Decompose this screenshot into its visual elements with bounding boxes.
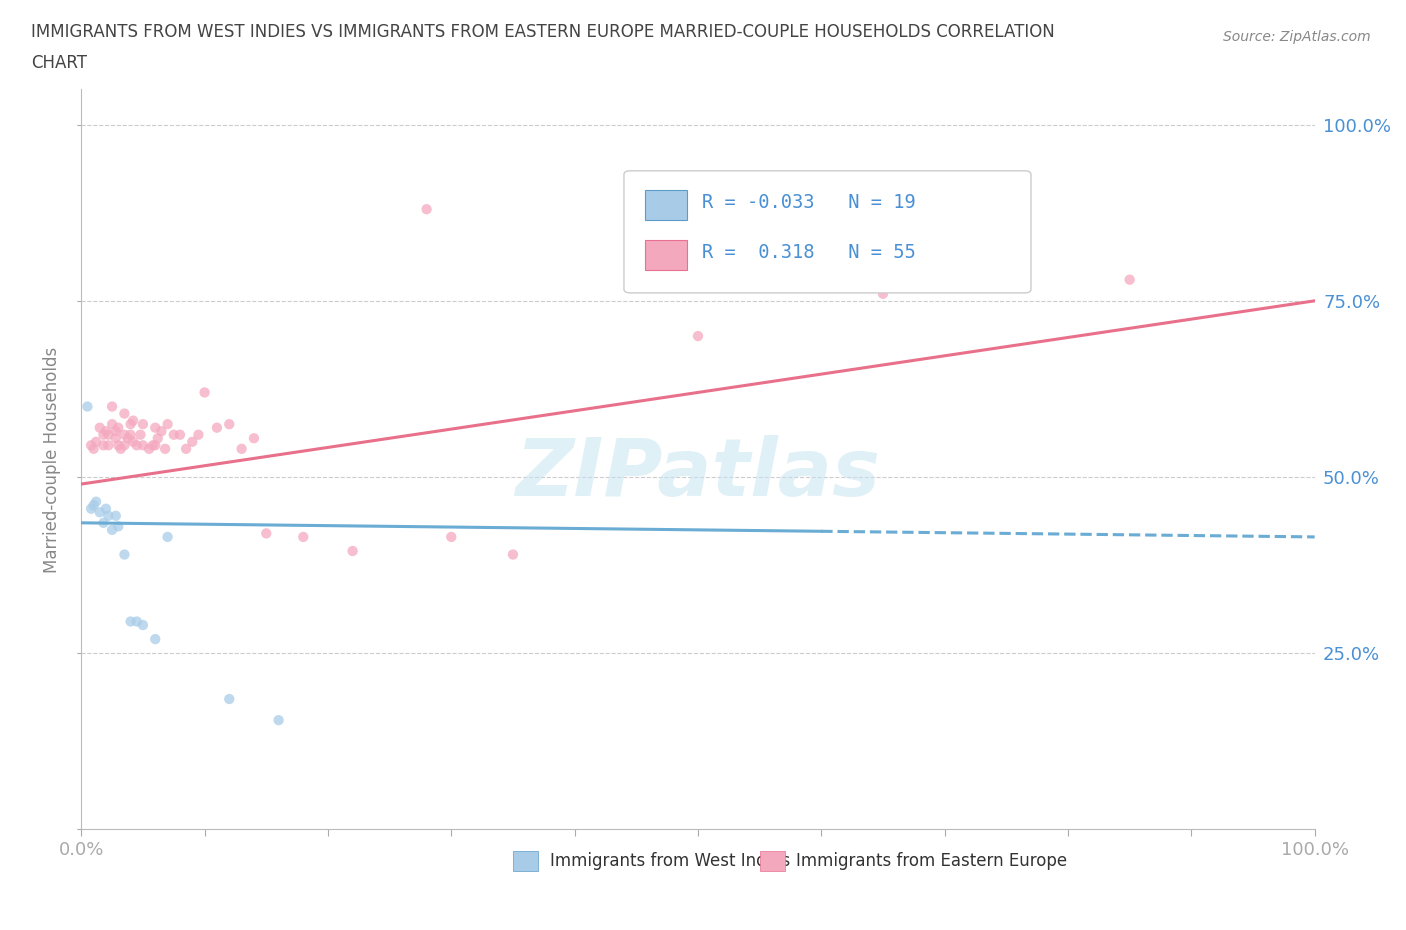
Point bbox=[80, 438, 103, 453]
Point bbox=[83, 442, 105, 457]
Point bbox=[142, 438, 165, 453]
Point bbox=[231, 442, 253, 457]
Point bbox=[107, 438, 129, 453]
Point bbox=[129, 427, 152, 442]
Point bbox=[132, 438, 155, 453]
Text: ZIPatlas: ZIPatlas bbox=[516, 435, 880, 513]
Point bbox=[143, 438, 166, 453]
Text: Immigrants from West Indies: Immigrants from West Indies bbox=[550, 852, 790, 870]
Point bbox=[97, 427, 120, 442]
Point bbox=[80, 501, 103, 516]
Point bbox=[181, 434, 204, 449]
Point bbox=[112, 406, 135, 421]
Point bbox=[112, 427, 135, 442]
Point bbox=[101, 417, 124, 432]
Text: Immigrants from Eastern Europe: Immigrants from Eastern Europe bbox=[796, 852, 1067, 870]
Point bbox=[94, 424, 117, 439]
Point bbox=[205, 420, 228, 435]
Point bbox=[84, 434, 107, 449]
Point bbox=[89, 420, 111, 435]
Point bbox=[125, 614, 148, 629]
Point bbox=[89, 505, 111, 520]
Point bbox=[872, 286, 894, 301]
Point bbox=[107, 420, 129, 435]
Point bbox=[502, 547, 524, 562]
Point bbox=[146, 431, 169, 445]
Point bbox=[76, 399, 98, 414]
Text: R = -0.033   N = 19: R = -0.033 N = 19 bbox=[702, 193, 915, 212]
Text: CHART: CHART bbox=[31, 54, 87, 72]
Point bbox=[94, 501, 117, 516]
Point bbox=[132, 618, 155, 632]
Point bbox=[112, 547, 135, 562]
Point bbox=[120, 417, 142, 432]
Point bbox=[83, 498, 105, 512]
Point bbox=[138, 442, 160, 457]
Point bbox=[267, 712, 290, 727]
Point bbox=[112, 438, 135, 453]
Point bbox=[104, 424, 127, 439]
Point bbox=[163, 427, 186, 442]
Point bbox=[120, 614, 142, 629]
Point bbox=[686, 328, 709, 343]
Point bbox=[150, 424, 173, 439]
Point bbox=[415, 202, 437, 217]
Point bbox=[125, 438, 148, 453]
Point bbox=[143, 420, 166, 435]
Point bbox=[292, 529, 315, 544]
FancyBboxPatch shape bbox=[624, 171, 1031, 293]
Point bbox=[101, 523, 124, 538]
Point bbox=[174, 442, 197, 457]
Point bbox=[84, 494, 107, 509]
Point bbox=[440, 529, 463, 544]
Y-axis label: Married-couple Households: Married-couple Households bbox=[44, 346, 60, 573]
Point bbox=[104, 431, 127, 445]
Point bbox=[93, 427, 115, 442]
Bar bbox=[645, 191, 688, 220]
Point bbox=[122, 413, 145, 428]
Point bbox=[97, 438, 120, 453]
Point bbox=[243, 431, 266, 445]
Point bbox=[153, 442, 176, 457]
Point bbox=[122, 434, 145, 449]
Point bbox=[156, 417, 179, 432]
Point bbox=[104, 509, 127, 524]
Point bbox=[97, 509, 120, 524]
Text: IMMIGRANTS FROM WEST INDIES VS IMMIGRANTS FROM EASTERN EUROPE MARRIED-COUPLE HOU: IMMIGRANTS FROM WEST INDIES VS IMMIGRANT… bbox=[31, 23, 1054, 41]
Point bbox=[101, 399, 124, 414]
Point bbox=[254, 526, 277, 541]
Point bbox=[132, 417, 155, 432]
Point bbox=[107, 519, 129, 534]
Point bbox=[93, 438, 115, 453]
Point bbox=[1118, 272, 1140, 287]
Bar bbox=[645, 240, 688, 270]
Text: R =  0.318   N = 55: R = 0.318 N = 55 bbox=[702, 243, 915, 261]
Point bbox=[194, 385, 217, 400]
Text: Source: ZipAtlas.com: Source: ZipAtlas.com bbox=[1223, 30, 1371, 44]
Point bbox=[218, 692, 240, 707]
Point bbox=[342, 543, 364, 558]
Point bbox=[117, 431, 139, 445]
Point bbox=[187, 427, 209, 442]
Point bbox=[218, 417, 240, 432]
Point bbox=[143, 631, 166, 646]
Point bbox=[169, 427, 191, 442]
Point bbox=[93, 515, 115, 530]
Point bbox=[120, 427, 142, 442]
Point bbox=[110, 442, 132, 457]
Point bbox=[156, 529, 179, 544]
